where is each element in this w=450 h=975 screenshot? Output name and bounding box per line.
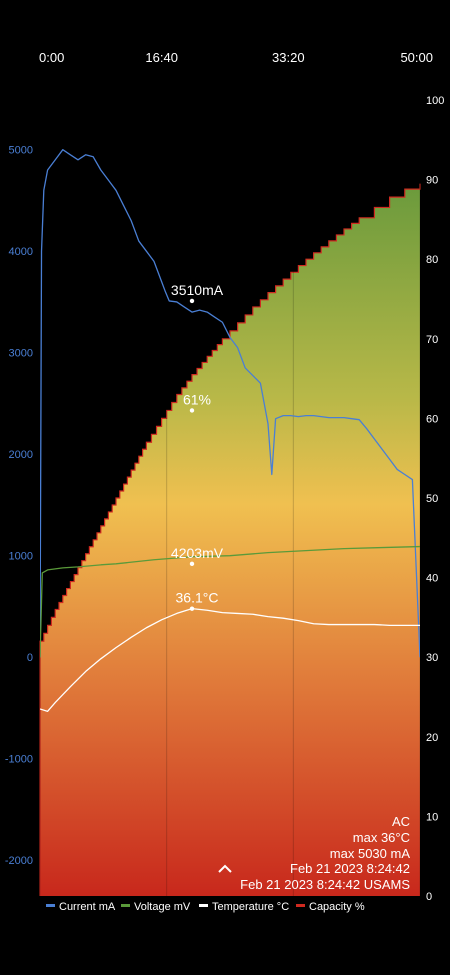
right-tick-label: 80 [426,254,438,266]
legend-label-capacity: Capacity % [309,901,365,913]
info-line-max-current: max 5030 mA [330,846,411,861]
right-tick-label: 20 [426,732,438,744]
x-tick-label: 33:20 [272,50,305,65]
left-axis-ticks: 5000 4000 3000 2000 1000 0 -1000 -2000 [5,145,33,868]
legend-label-temperature: Temperature °C [212,901,289,913]
right-tick-label: 0 [426,891,432,903]
current-line [40,149,420,658]
right-tick-label: 90 [426,175,438,187]
legend-swatch-current [46,904,55,907]
annotation-label: 4203mV [171,545,224,561]
left-tick-label: 3000 [9,348,33,360]
x-tick-label: 0:00 [39,50,64,65]
temperature-line [40,607,420,712]
capacity-line [39,183,421,896]
legend: Current mA Voltage mV Temperature °C Cap… [46,901,365,913]
annotation-marker [189,408,195,413]
left-tick-label: 4000 [9,246,33,258]
chevron-up-icon [218,864,232,873]
left-tick-label: 5000 [9,145,33,157]
legend-swatch-temperature [199,904,208,907]
series-layer [40,149,420,712]
legend-swatch-capacity [296,904,305,907]
info-line-date: Feb 21 2023 8:24:42 [290,861,410,876]
voltage-line [40,545,420,658]
left-tick-label: -1000 [5,754,33,766]
annotation-label: 36.1°C [176,590,219,606]
legend-label-voltage: Voltage mV [134,901,191,913]
info-line-max-temp: max 36°C [353,830,410,845]
left-tick-label: 2000 [9,449,33,461]
legend-swatch-voltage [121,904,130,907]
annotation-label: 61% [183,391,211,407]
left-tick-label: 0 [27,652,33,664]
right-tick-label: 40 [426,573,438,585]
left-tick-label: 1000 [9,551,33,563]
legend-label-current: Current mA [59,901,116,913]
annotation-label: 3510mA [171,282,224,298]
right-tick-label: 50 [426,493,438,505]
capacity-area [40,183,420,896]
expand-chevron-button[interactable] [218,864,232,873]
annotation-marker [189,298,195,304]
right-tick-label: 10 [426,811,438,823]
annotation-marker [189,606,195,611]
right-tick-label: 30 [426,652,438,664]
right-tick-label: 70 [426,334,438,346]
grid-layer [39,100,421,896]
x-tick-label: 16:40 [145,50,178,65]
right-tick-label: 60 [426,413,438,425]
annotation-layer: 3510mA 61% 4203mV 36.1°C [171,282,224,611]
info-line-date-device: Feb 21 2023 8:24:42 USAMS [240,877,410,892]
left-tick-label: -2000 [5,855,33,867]
right-tick-label: 100 [426,95,444,107]
x-axis-ticks: 0:00 16:40 33:20 50:00 [39,50,433,65]
info-line-source: AC [392,814,410,829]
annotation-marker [189,561,195,567]
capacity-area-layer [39,183,421,896]
info-panel: AC max 36°C max 5030 mA Feb 21 2023 8:24… [240,814,410,892]
x-tick-label: 50:00 [400,50,433,65]
